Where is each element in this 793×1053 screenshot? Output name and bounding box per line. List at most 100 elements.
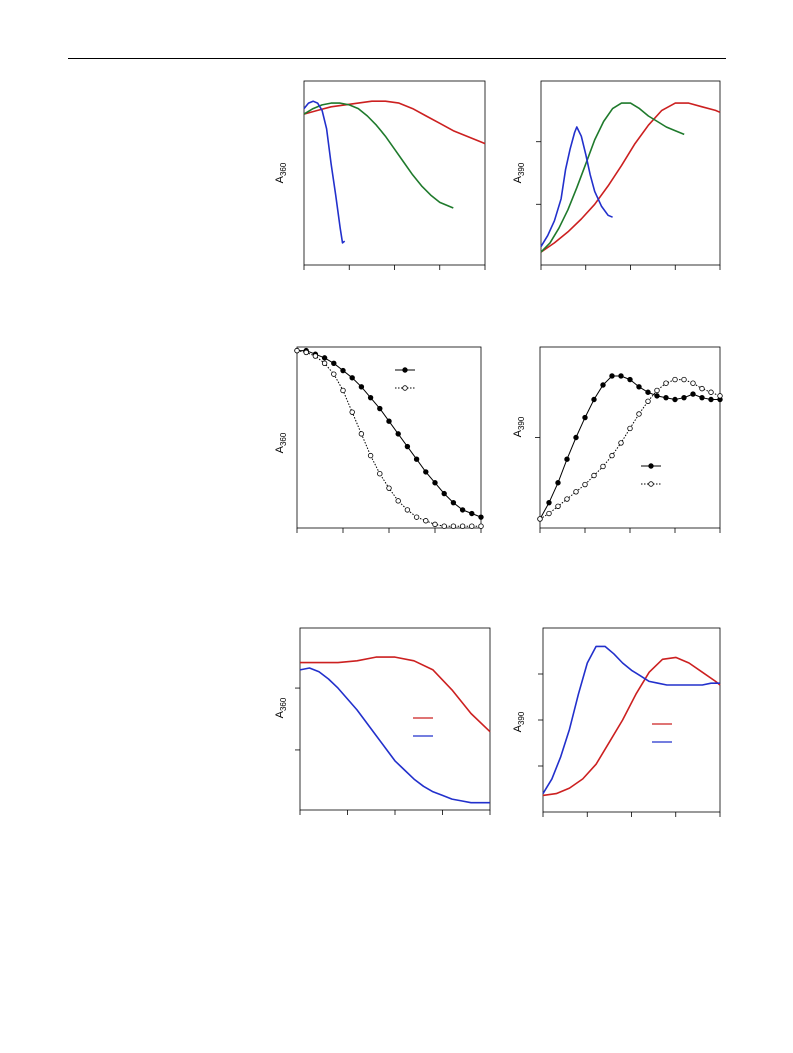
data-point <box>681 394 687 401</box>
data-point <box>321 355 328 361</box>
data-point <box>654 387 660 394</box>
data-point <box>636 384 642 390</box>
plot-frame <box>303 80 486 266</box>
data-point <box>312 353 319 359</box>
data-point <box>600 382 606 388</box>
data-point <box>555 480 561 486</box>
series-line-2 <box>542 645 720 795</box>
data-point <box>582 481 588 488</box>
data-point <box>404 443 411 450</box>
data-point <box>349 409 355 415</box>
data-point <box>386 485 392 491</box>
data-point <box>432 480 438 486</box>
legend-marker-1 <box>648 463 654 469</box>
data-point <box>672 376 678 383</box>
data-point <box>450 523 457 529</box>
data-point <box>367 452 374 459</box>
data-point <box>441 490 447 497</box>
data-point <box>600 463 606 470</box>
series-line-1 <box>542 656 721 797</box>
data-point <box>609 452 615 459</box>
data-point <box>395 498 401 504</box>
data-point <box>717 393 723 399</box>
data-point <box>377 405 383 412</box>
data-point <box>349 375 355 381</box>
legend-marker-1 <box>402 367 408 373</box>
series-line-3 <box>540 126 613 248</box>
data-point <box>564 496 570 502</box>
legend <box>652 723 672 743</box>
chart-panel-d: A390 <box>512 346 723 533</box>
data-point <box>294 347 300 354</box>
series-line-2 <box>299 667 490 804</box>
y-axis-label: A360 <box>274 432 288 453</box>
data-point <box>618 373 624 379</box>
data-point <box>537 516 543 522</box>
series-line-1 <box>297 350 482 518</box>
data-point <box>377 471 383 477</box>
plot-frame <box>540 80 721 266</box>
data-point <box>618 440 624 446</box>
data-point <box>699 394 705 401</box>
data-point <box>413 514 420 520</box>
data-point <box>663 380 669 386</box>
legend-marker-2 <box>402 385 408 391</box>
data-point <box>627 376 633 383</box>
data-point <box>708 389 714 395</box>
y-axis-label: A390 <box>512 711 526 732</box>
y-axis-label: A390 <box>512 416 526 437</box>
chart-panel-b: A390 <box>512 80 721 270</box>
header-rule <box>68 58 726 59</box>
data-point <box>609 373 615 379</box>
legend-marker-2 <box>648 481 654 487</box>
series-line-1 <box>540 102 721 253</box>
legend <box>413 717 433 737</box>
series-line-2 <box>303 102 454 209</box>
data-point <box>663 394 669 401</box>
chart-panel-f: A390 <box>512 627 721 817</box>
data-point <box>645 389 651 395</box>
data-point <box>681 376 687 383</box>
data-point <box>708 396 714 403</box>
data-point <box>546 510 552 517</box>
legend <box>395 367 415 391</box>
data-point <box>358 384 365 390</box>
data-point <box>478 514 484 520</box>
data-point <box>555 503 561 509</box>
data-point <box>672 396 678 403</box>
y-axis-label: A360 <box>274 162 288 183</box>
chart-panel-a: A360 <box>274 80 486 270</box>
y-axis-label: A390 <box>512 162 526 183</box>
data-point <box>690 391 696 397</box>
y-axis-label: A360 <box>274 697 288 718</box>
data-point <box>591 396 597 403</box>
data-point <box>654 393 660 399</box>
data-point <box>546 499 552 506</box>
series-line-2 <box>296 350 481 527</box>
data-point <box>645 398 651 404</box>
data-point <box>591 472 597 479</box>
data-point <box>636 411 642 417</box>
data-point <box>340 367 346 374</box>
data-point <box>469 523 475 529</box>
data-point <box>404 507 411 513</box>
series-line-2 <box>540 102 685 253</box>
data-point <box>573 489 579 495</box>
data-point <box>582 414 588 421</box>
data-point <box>450 499 457 506</box>
chart-panel-c: A360 <box>274 346 484 533</box>
legend <box>641 463 661 487</box>
data-point <box>413 456 420 462</box>
data-point <box>395 431 401 437</box>
data-point <box>331 360 337 366</box>
data-point <box>469 510 475 517</box>
data-point <box>358 431 365 437</box>
data-point <box>367 394 374 401</box>
plot-frame <box>542 627 721 813</box>
data-point <box>459 507 466 513</box>
data-point <box>627 425 633 432</box>
data-point <box>564 456 570 462</box>
data-point <box>331 371 337 377</box>
